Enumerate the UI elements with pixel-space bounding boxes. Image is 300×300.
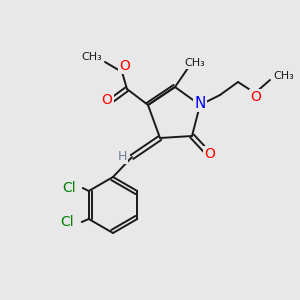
Text: O: O [120, 59, 130, 73]
Text: Cl: Cl [60, 215, 74, 229]
Text: H: H [117, 149, 127, 163]
Text: O: O [205, 147, 215, 161]
Text: CH₃: CH₃ [274, 71, 294, 81]
Text: N: N [194, 95, 206, 110]
Text: O: O [102, 93, 112, 107]
Text: Cl: Cl [62, 181, 76, 195]
Text: O: O [250, 90, 261, 104]
Text: CH₃: CH₃ [82, 52, 102, 62]
Text: CH₃: CH₃ [184, 58, 206, 68]
